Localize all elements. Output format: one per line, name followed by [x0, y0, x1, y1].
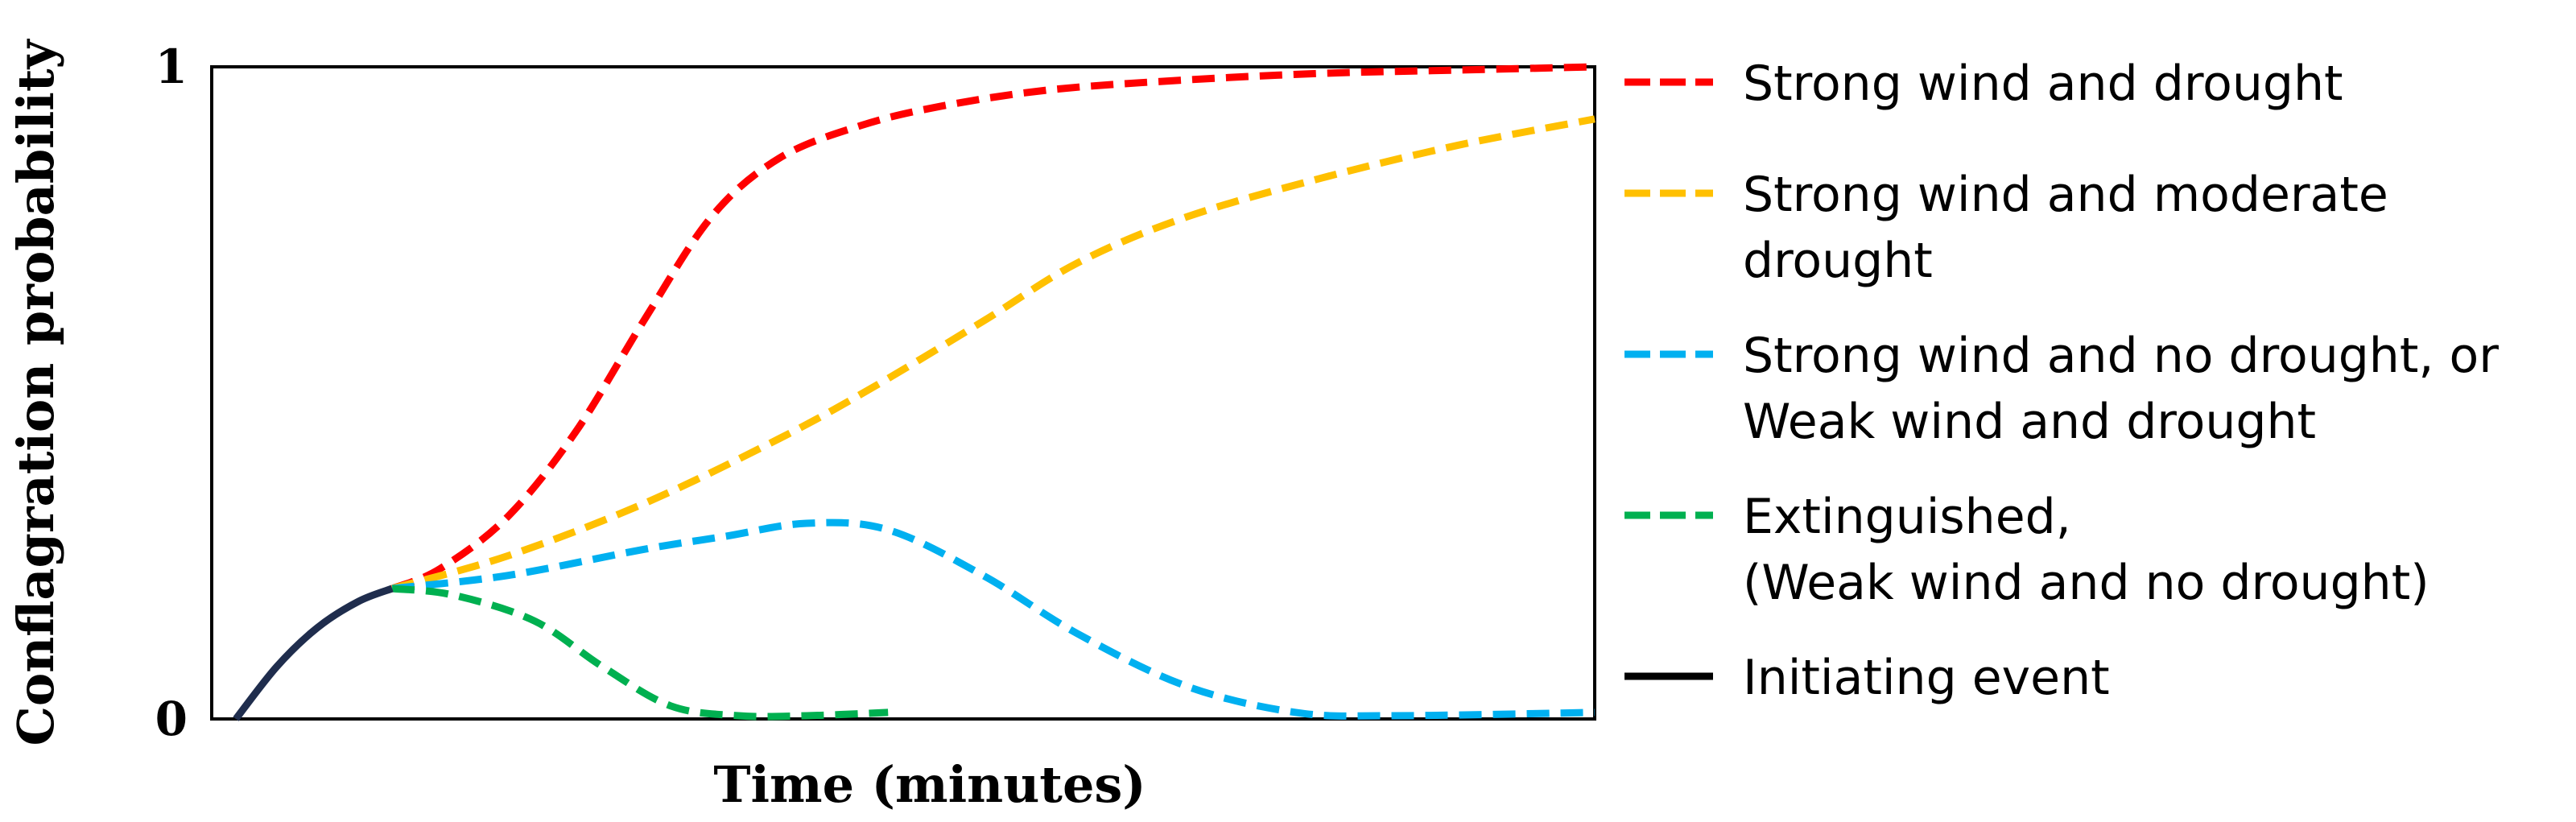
legend-label-3-0: Extinguished,	[1743, 489, 2071, 545]
series-line-3	[391, 584, 889, 721]
legend-entry-1: Strong wind and moderate drought	[1624, 167, 2388, 289]
legend: Strong wind and drought Strong wind and m…	[1624, 56, 2499, 706]
y-axis-title: Conflagration probability	[6, 39, 65, 746]
tick-layer: 01	[155, 39, 188, 746]
legend-entry-2: Strong wind and no drought, or Weak wind …	[1624, 328, 2499, 450]
legend-entry-3: Extinguished, (Weak wind and no drought)	[1624, 489, 2429, 611]
legend-label-1-1: drought	[1743, 233, 1933, 289]
series-line-4	[233, 584, 394, 721]
legend-label-1-0: Strong wind and moderate	[1743, 167, 2388, 223]
legend-label-0-0: Strong wind and drought	[1743, 56, 2343, 112]
legend-entry-0: Strong wind and drought	[1624, 56, 2343, 112]
legend-label-2-1: Weak wind and drought	[1743, 394, 2316, 450]
y-tick-label-1: 1	[155, 39, 188, 94]
legend-entry-4: Initiating event	[1624, 650, 2110, 706]
series-line-0	[390, 63, 1596, 593]
y-tick-label-0: 0	[155, 692, 188, 746]
legend-label-2-0: Strong wind and no drought, or	[1743, 328, 2499, 384]
series-line-1	[390, 115, 1596, 593]
plot-area-frame	[210, 65, 1596, 721]
legend-label-4-0: Initiating event	[1743, 650, 2110, 706]
series-layer	[233, 63, 1596, 721]
series-line-2	[391, 518, 1596, 720]
x-axis-title: Time (minutes)	[713, 755, 1146, 814]
legend-label-3-1: (Weak wind and no drought)	[1743, 555, 2429, 611]
